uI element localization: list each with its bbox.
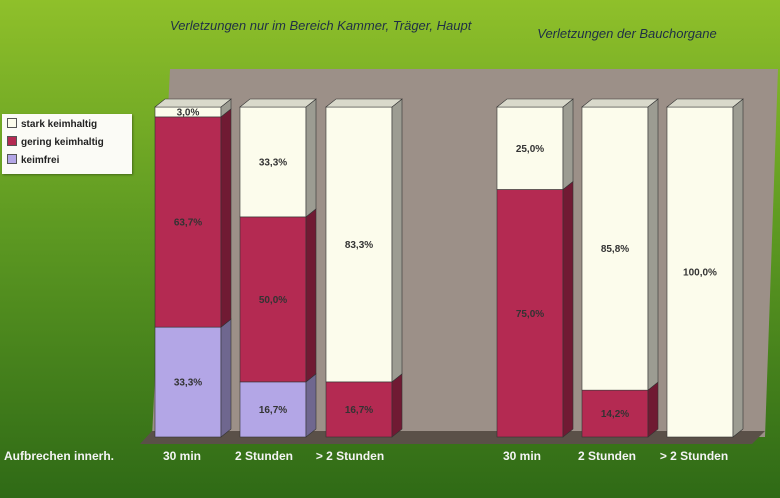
data-label-left-1-s2: 33,3% — [259, 157, 287, 168]
bar-left-1-s2-top — [239, 98, 317, 108]
bar-right-1-s1-side — [647, 381, 659, 438]
bar-right-0-s1-side — [562, 180, 574, 438]
data-label-right-1-s1: 14,2% — [601, 409, 629, 420]
bar-right-0-s1 — [496, 189, 564, 438]
data-label-right-2-s2: 100,0% — [683, 268, 717, 279]
legend-swatch-keimfrei — [7, 154, 17, 164]
bar-left-1-s1-side — [305, 208, 317, 383]
bar-left-2-s1 — [325, 381, 393, 438]
x-tick-right-gt2h: > 2 Stunden — [659, 449, 729, 463]
bar-right-1-s2 — [581, 106, 649, 391]
bar-left-2-s2-side — [391, 98, 403, 383]
x-tick-left-gt2h: > 2 Stunden — [315, 449, 385, 463]
bar-right-0-s2-side — [562, 98, 574, 191]
legend-item-keimfrei: keimfrei — [7, 154, 59, 168]
bar-left-0-s0-side — [220, 318, 232, 438]
x-tick-left-30min: 30 min — [162, 449, 201, 463]
data-label-right-1-s2: 85,8% — [601, 244, 629, 255]
bar-left-2-s1-side — [391, 373, 403, 438]
data-label-left-0-s2: 3,0% — [177, 107, 200, 118]
bar-right-2-s2-side — [732, 98, 744, 438]
legend-item-stark: stark keimhaltig — [7, 118, 97, 132]
data-label-right-0-s1: 75,0% — [516, 309, 544, 320]
bar-right-0-s2 — [496, 106, 564, 190]
bar-left-1-s0 — [239, 381, 307, 438]
bar-left-1-s2-side — [305, 98, 317, 218]
legend-label-gering: gering keimhaltig — [21, 137, 104, 148]
bar-left-2-s2-top — [325, 98, 403, 108]
bar-left-0-s1-side — [220, 108, 232, 328]
bar-left-1-s0-side — [305, 373, 317, 438]
bar-right-0-s2-top — [496, 98, 574, 108]
data-label-right-0-s2: 25,0% — [516, 144, 544, 155]
data-label-left-1-s0: 16,7% — [259, 405, 287, 416]
legend-item-gering: gering keimhaltig — [7, 136, 104, 150]
legend-swatch-stark — [7, 118, 17, 128]
x-axis-prefix: Aufbrechen innerh. — [4, 449, 115, 463]
data-label-left-1-s1: 50,0% — [259, 295, 287, 306]
x-tick-left-2h: 2 Stunden — [234, 449, 293, 463]
bar-left-0-s2-top — [154, 98, 232, 108]
legend-label-stark: stark keimhaltig — [21, 119, 98, 130]
legend-swatch-gering — [7, 136, 17, 146]
data-label-left-2-s1: 16,7% — [345, 405, 373, 416]
chart-title-right: Verletzungen der Bauchorgane — [537, 26, 717, 41]
x-tick-right-30min: 30 min — [502, 449, 541, 463]
data-label-left-2-s2: 83,3% — [345, 240, 373, 251]
bar-right-2-s2-top — [666, 98, 744, 108]
data-label-left-0-s1: 63,7% — [174, 218, 202, 229]
bar-right-2-s2 — [666, 106, 734, 438]
bar-right-1-s2-top — [581, 98, 659, 108]
bar-left-1-s2 — [239, 106, 307, 218]
data-label-left-0-s0: 33,3% — [174, 378, 202, 389]
legend-label-keimfrei: keimfrei — [21, 155, 60, 166]
x-tick-right-2h: 2 Stunden — [577, 449, 636, 463]
legend: stark keimhaltig gering keimhaltig keimf… — [2, 114, 132, 174]
chart-title-left: Verletzungen nur im Bereich Kammer, Träg… — [170, 18, 472, 33]
bar-left-2-s2 — [325, 106, 393, 383]
bar-left-0-s0 — [154, 326, 222, 438]
bar-left-1-s1 — [239, 216, 307, 383]
bar-right-1-s2-side — [647, 98, 659, 391]
